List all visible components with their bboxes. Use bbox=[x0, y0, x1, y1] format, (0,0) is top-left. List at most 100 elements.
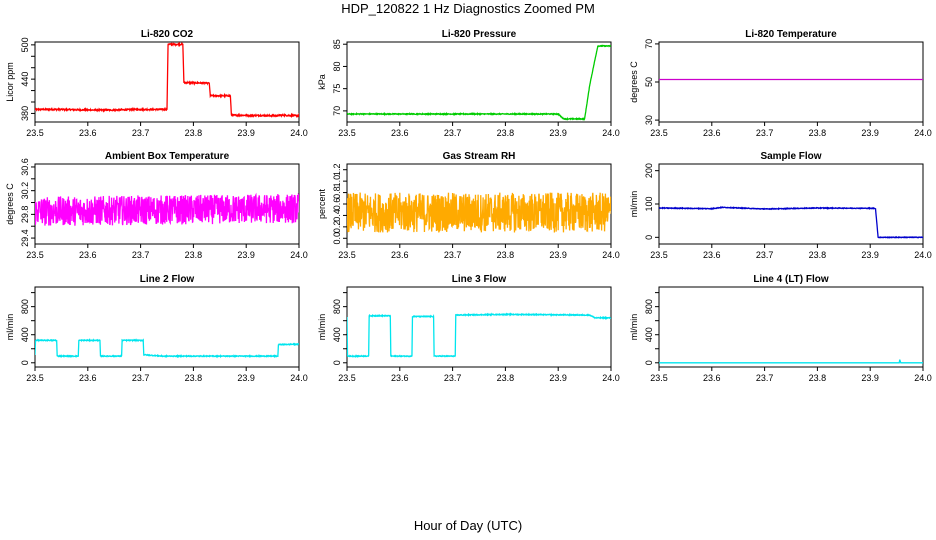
x-tick-label: 23.9 bbox=[549, 128, 567, 138]
panel-5: Gas Stream RH 23.5 23.6 23.7 23.8 23.9 24.0 0.0… bbox=[317, 151, 620, 260]
panel-title: Gas Stream RH bbox=[443, 151, 516, 162]
series-line bbox=[35, 42, 299, 119]
x-tick-label: 23.9 bbox=[237, 128, 255, 138]
panel-3: Li-820 Temperature 23.5 23.6 23.7 23.8 23.9 24… bbox=[629, 29, 932, 138]
y-tick-label: 0 bbox=[20, 360, 30, 365]
y-tick-label: 0 bbox=[644, 235, 654, 240]
plot-frame bbox=[658, 286, 924, 368]
y-tick-label: 30 bbox=[644, 115, 654, 125]
x-tick-label: 23.7 bbox=[756, 373, 774, 383]
series-line bbox=[659, 359, 923, 364]
panel-1: Li-820 CO2 23.5 23.6 23.7 23.8 23.9 24.0 380 440… bbox=[5, 29, 308, 138]
plot-frame bbox=[346, 286, 612, 368]
panel-title: Ambient Box Temperature bbox=[105, 151, 230, 162]
series-line bbox=[347, 192, 611, 233]
y-tick-label: 100 bbox=[644, 196, 654, 211]
y-tick-label: 800 bbox=[20, 299, 30, 314]
x-tick-label: 23.7 bbox=[444, 250, 462, 260]
y-axis-label: ml/min bbox=[629, 191, 639, 218]
panel-9: Line 4 (LT) Flow 23.5 23.6 23.7 23.8 23.9 24.0… bbox=[629, 274, 932, 383]
panel-title: Line 4 (LT) Flow bbox=[753, 274, 829, 285]
y-tick-label: 0.0 bbox=[332, 232, 342, 245]
y-tick-label: 400 bbox=[20, 327, 30, 342]
x-tick-label: 24.0 bbox=[290, 128, 308, 138]
panel-2: Li-820 Pressure 23.5 23.6 23.7 23.8 23.9 24.0 7… bbox=[317, 29, 620, 138]
y-axis-label: percent bbox=[317, 188, 327, 219]
x-tick-label: 23.5 bbox=[338, 373, 356, 383]
panel-title: Li-820 CO2 bbox=[141, 29, 194, 40]
y-tick-label: 380 bbox=[20, 106, 30, 121]
y-tick-label: 1.0 bbox=[332, 175, 342, 188]
x-tick-label: 23.5 bbox=[650, 128, 668, 138]
x-tick-label: 23.5 bbox=[26, 373, 44, 383]
panel-title: Li-820 Pressure bbox=[442, 29, 517, 40]
x-tick-label: 23.7 bbox=[444, 373, 462, 383]
y-axis-label: Licor ppm bbox=[5, 62, 15, 102]
x-tick-label: 23.8 bbox=[809, 250, 827, 260]
panel-title: Sample Flow bbox=[760, 151, 821, 162]
y-tick-label: 0 bbox=[332, 360, 342, 365]
x-tick-label: 23.9 bbox=[861, 250, 879, 260]
plot-frame bbox=[34, 41, 300, 123]
x-tick-label: 23.6 bbox=[391, 128, 409, 138]
plot-frame bbox=[346, 41, 612, 123]
y-tick-label: 0 bbox=[644, 360, 654, 365]
x-tick-label: 23.6 bbox=[79, 373, 97, 383]
x-tick-label: 24.0 bbox=[914, 250, 932, 260]
y-axis-label: degrees C bbox=[629, 61, 639, 103]
x-tick-label: 23.9 bbox=[861, 128, 879, 138]
y-tick-label: 800 bbox=[332, 299, 342, 314]
x-tick-label: 23.6 bbox=[79, 250, 97, 260]
y-tick-label: 30.2 bbox=[20, 182, 30, 200]
x-tick-label: 23.8 bbox=[809, 373, 827, 383]
x-tick-label: 24.0 bbox=[602, 250, 620, 260]
x-tick-label: 23.5 bbox=[338, 250, 356, 260]
y-tick-label: 30.6 bbox=[20, 158, 30, 176]
y-axis-label: degrees C bbox=[5, 183, 15, 225]
y-tick-label: 400 bbox=[332, 327, 342, 342]
x-tick-label: 23.9 bbox=[237, 250, 255, 260]
plot-frame bbox=[34, 286, 300, 368]
panel-6: Sample Flow 23.5 23.6 23.7 23.8 23.9 24.0 0 100 2… bbox=[629, 151, 932, 260]
x-tick-label: 23.7 bbox=[756, 250, 774, 260]
x-tick-label: 23.5 bbox=[650, 250, 668, 260]
y-tick-label: 70 bbox=[644, 39, 654, 49]
x-tick-label: 23.8 bbox=[497, 128, 515, 138]
x-tick-label: 24.0 bbox=[290, 250, 308, 260]
x-tick-label: 23.7 bbox=[444, 128, 462, 138]
x-tick-label: 23.8 bbox=[185, 128, 203, 138]
x-tick-label: 23.5 bbox=[26, 128, 44, 138]
x-tick-label: 23.8 bbox=[185, 373, 203, 383]
y-tick-label: 29.8 bbox=[20, 206, 30, 224]
x-tick-label: 23.9 bbox=[549, 373, 567, 383]
y-axis-label: kPa bbox=[317, 74, 327, 90]
y-tick-label: 500 bbox=[20, 37, 30, 52]
x-tick-label: 23.9 bbox=[237, 373, 255, 383]
y-tick-label: 50 bbox=[644, 77, 654, 87]
y-axis-label: ml/min bbox=[317, 314, 327, 341]
y-tick-label: 85 bbox=[332, 39, 342, 49]
x-tick-label: 23.6 bbox=[703, 128, 721, 138]
y-axis-label: ml/min bbox=[629, 314, 639, 341]
x-tick-label: 24.0 bbox=[914, 128, 932, 138]
x-tick-label: 23.8 bbox=[185, 250, 203, 260]
panel-8: Line 3 Flow 23.5 23.6 23.7 23.8 23.9 24.0 0 400 8… bbox=[317, 274, 620, 383]
y-tick-label: 440 bbox=[20, 72, 30, 87]
x-tick-label: 23.6 bbox=[703, 373, 721, 383]
x-tick-label: 23.8 bbox=[809, 128, 827, 138]
series-line bbox=[347, 44, 611, 121]
x-tick-label: 23.9 bbox=[549, 250, 567, 260]
y-tick-label: 800 bbox=[644, 299, 654, 314]
y-tick-label: 200 bbox=[644, 163, 654, 178]
y-tick-label: 80 bbox=[332, 61, 342, 71]
x-tick-label: 23.7 bbox=[132, 373, 150, 383]
panel-title: Line 2 Flow bbox=[140, 274, 195, 285]
x-tick-label: 23.5 bbox=[338, 128, 356, 138]
panel-title: Line 3 Flow bbox=[452, 274, 507, 285]
y-tick-label: 0.4 bbox=[332, 209, 342, 222]
panel-title: Li-820 Temperature bbox=[745, 29, 837, 40]
x-tick-label: 23.7 bbox=[132, 128, 150, 138]
x-tick-label: 24.0 bbox=[602, 373, 620, 383]
plot-frame bbox=[658, 163, 924, 245]
